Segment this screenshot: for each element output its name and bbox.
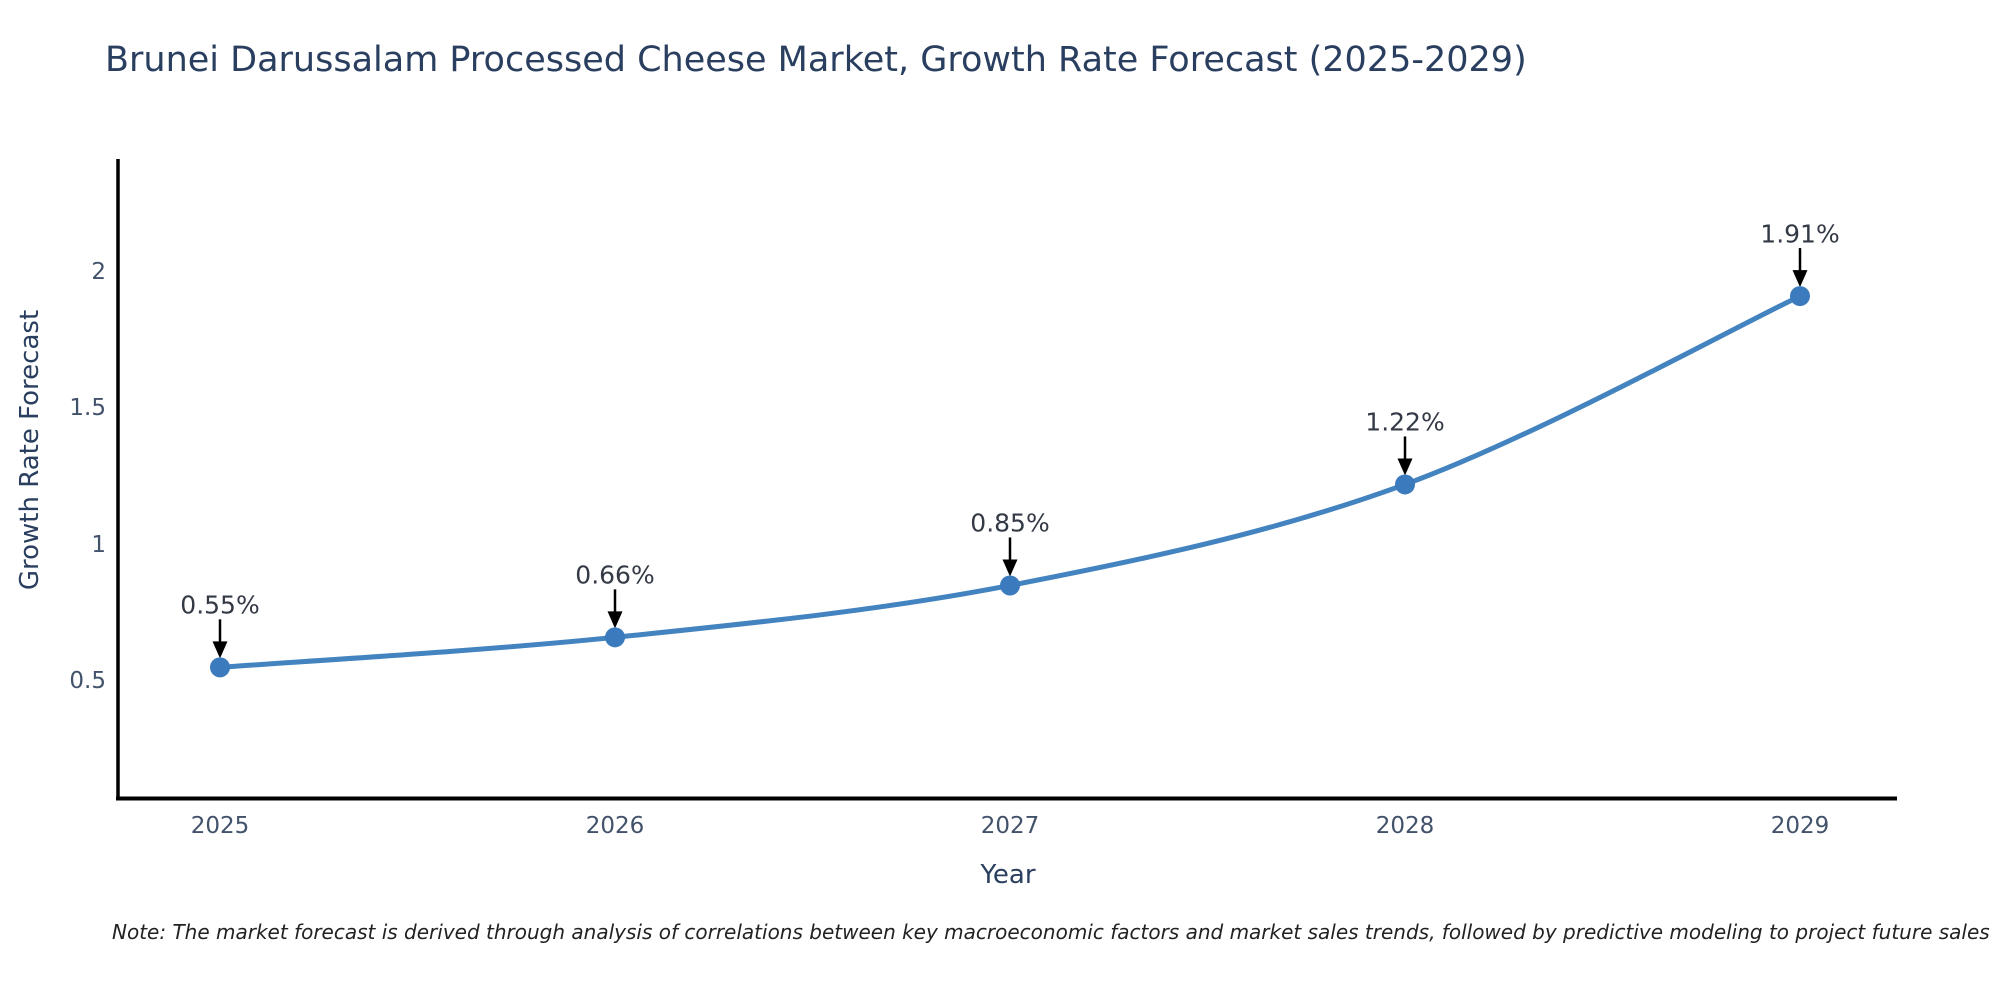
annotation-arrowhead-2028 [1397, 458, 1413, 476]
data-label-2029: 1.91% [1760, 219, 1840, 249]
annotation-arrowhead-2025 [212, 641, 228, 659]
y-tick-1: 1 [91, 531, 106, 558]
data-point-2029[interactable] [1790, 286, 1810, 307]
y-tick-2: 2 [91, 258, 106, 285]
annotation-arrowhead-2026 [607, 611, 623, 629]
y-tick-1_5: 1.5 [69, 395, 106, 421]
y-tick-0_5: 0.5 [69, 668, 106, 694]
forecast-line [217, 293, 1803, 670]
annotation-arrowhead-2029 [1792, 270, 1808, 288]
data-label-2026: 0.66% [575, 560, 655, 590]
data-point-2025[interactable] [210, 657, 230, 678]
footnote: Note: The market forecast is derived thr… [112, 920, 1990, 944]
x-tick-2027: 2027 [980, 813, 1040, 839]
x-tick-2029: 2029 [1770, 813, 1830, 839]
x-tick-2028: 2028 [1375, 813, 1435, 839]
data-label-2028: 1.22% [1365, 407, 1445, 437]
x-tick-2026: 2026 [585, 813, 645, 839]
data-label-2025: 0.55% [180, 590, 260, 620]
chart-title: Brunei Darussalam Processed Cheese Marke… [105, 40, 1527, 80]
x-tick-2025: 2025 [190, 813, 250, 839]
data-point-2028[interactable] [1395, 474, 1415, 495]
x-axis-title: Year [980, 860, 1036, 890]
data-point-2027[interactable] [1000, 575, 1020, 596]
data-point-2026[interactable] [605, 627, 625, 648]
annotation-arrowhead-2027 [1002, 559, 1018, 577]
data-label-2027: 0.85% [970, 508, 1050, 538]
